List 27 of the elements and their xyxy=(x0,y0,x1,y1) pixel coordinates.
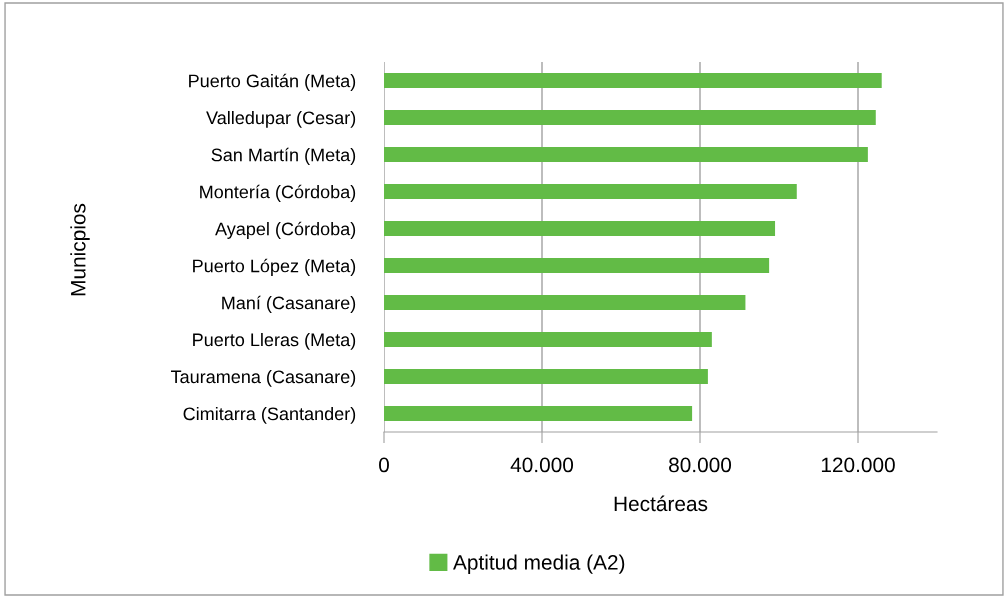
x-tick-label: 120.000 xyxy=(821,457,895,473)
bar xyxy=(384,110,876,125)
bar xyxy=(384,258,770,273)
bar xyxy=(384,147,868,162)
y-tick-label: Valledupar (Cesar) xyxy=(206,110,356,128)
x-tick-label: 40.000 xyxy=(510,457,574,473)
bar xyxy=(384,73,882,88)
y-tick-label: Montería (Córdoba) xyxy=(200,184,356,202)
y-tick-label: Ayapel (Córdoba) xyxy=(215,221,356,239)
y-tick-label: Puerto Gaitán (Meta) xyxy=(189,73,356,91)
x-tick-label: 80.000 xyxy=(669,457,732,473)
y-tick-label: Maní (Casanare) xyxy=(222,295,356,313)
y-tick-label: Cimitarra (Santander) xyxy=(183,406,356,424)
bar xyxy=(384,221,776,236)
bar xyxy=(384,369,708,384)
y-axis-title: Municpios xyxy=(70,203,90,296)
y-tick-label: Puerto Lleras (Meta) xyxy=(193,332,356,350)
y-tick-label: Tauramena (Casanare) xyxy=(170,369,356,387)
y-tick-label: San Martín (Meta) xyxy=(211,147,356,165)
bar xyxy=(384,184,797,199)
x-axis-title: Hectáreas xyxy=(614,495,708,512)
bar xyxy=(384,406,693,421)
legend-label: Aptitud media (A2) xyxy=(453,554,625,574)
bar xyxy=(384,332,712,347)
bar xyxy=(384,295,746,310)
x-tick-label: 0 xyxy=(379,457,389,473)
y-tick-label: Puerto López (Meta) xyxy=(193,258,356,276)
